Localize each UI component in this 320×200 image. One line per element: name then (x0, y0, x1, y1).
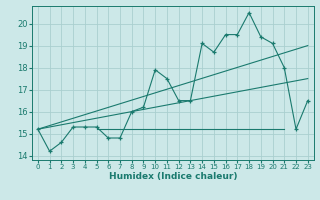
X-axis label: Humidex (Indice chaleur): Humidex (Indice chaleur) (108, 172, 237, 181)
